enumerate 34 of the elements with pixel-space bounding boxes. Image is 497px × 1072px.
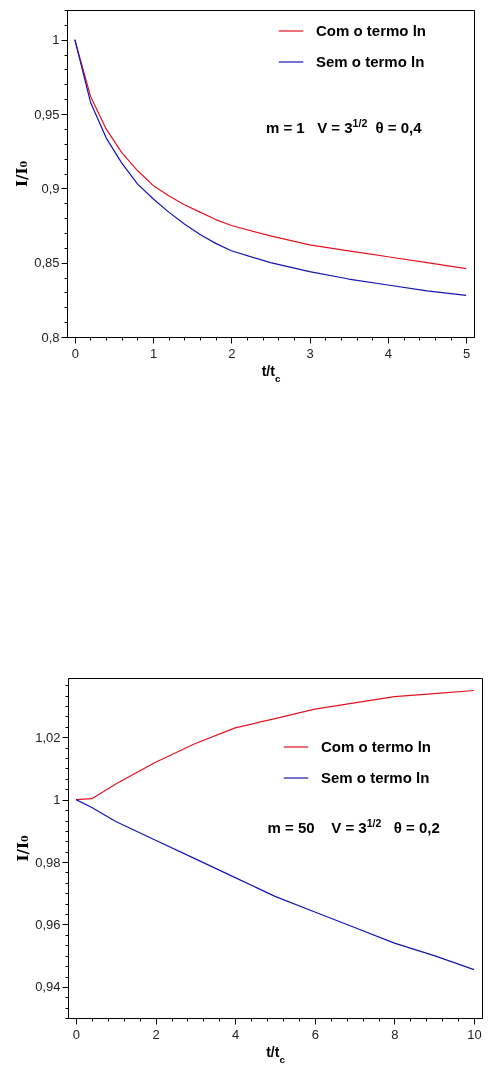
y-tick-label: 0,98 bbox=[35, 854, 61, 870]
y-axis-title: I/I₀ bbox=[13, 160, 32, 188]
y-tick-label: 0,85 bbox=[34, 255, 60, 271]
y-tick-label: 0,94 bbox=[35, 979, 61, 995]
x-tick-label: 1 bbox=[149, 345, 158, 361]
line-series bbox=[75, 799, 475, 971]
y-axis-title: I/I₀ bbox=[14, 835, 33, 862]
annotation: m = 50 V = 3$^{1/2}$ θ = 0,2 bbox=[267, 816, 440, 836]
legend-label: Com o termo ln bbox=[321, 738, 432, 755]
y-tick-label: 0,8 bbox=[41, 329, 60, 345]
x-tick-label: 10 bbox=[467, 1026, 482, 1042]
legend-label: Sem o termo ln bbox=[321, 769, 430, 786]
legend-label: Com o termo ln bbox=[316, 22, 427, 39]
y-tick-label: 0,95 bbox=[34, 106, 60, 122]
annotation: m = 1 V = 3$^{1/2}$ θ = 0,4 bbox=[265, 116, 423, 136]
y-tick-label: 1 bbox=[52, 32, 60, 48]
x-tick-label: 2 bbox=[228, 345, 236, 361]
line-series bbox=[75, 689, 475, 801]
x-tick-label: 4 bbox=[384, 345, 393, 361]
x-axis-title: t/t$_{c}$ bbox=[261, 362, 281, 383]
x-tick-label: 5 bbox=[463, 345, 471, 361]
x-tick-label: 2 bbox=[152, 1026, 160, 1042]
legend-label: Sem o termo ln bbox=[316, 53, 425, 70]
y-tick-label: 0,9 bbox=[41, 180, 60, 196]
x-tick-label: 0 bbox=[71, 345, 79, 361]
y-tick-label: 1 bbox=[53, 792, 61, 808]
x-tick-label: 6 bbox=[311, 1026, 319, 1042]
x-tick-label: 3 bbox=[306, 345, 314, 361]
x-tick-label: 0 bbox=[72, 1026, 81, 1042]
x-axis-title: t/t$_{c}$ bbox=[266, 1043, 286, 1064]
x-tick-label: 4 bbox=[232, 1026, 240, 1042]
y-tick-label: 0,96 bbox=[35, 916, 61, 932]
x-tick-label: 8 bbox=[391, 1026, 399, 1042]
y-tick-label: 1,02 bbox=[35, 729, 61, 745]
